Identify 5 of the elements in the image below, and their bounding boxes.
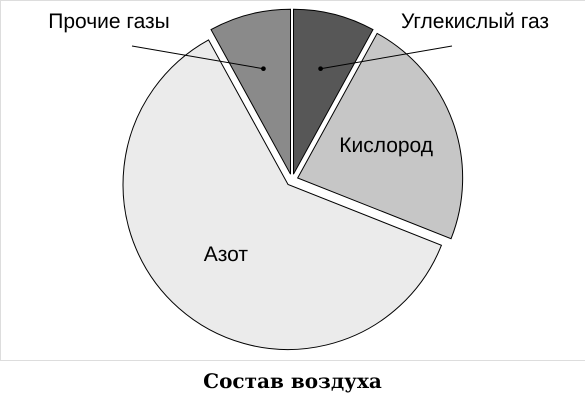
slice-label: Азот — [204, 243, 248, 266]
text: Состав воздуха — [203, 369, 382, 393]
slice-label: Прочие газы — [48, 10, 170, 33]
slice-label: Углекислый газ — [400, 10, 550, 33]
slice-label: Кислород — [339, 134, 434, 158]
